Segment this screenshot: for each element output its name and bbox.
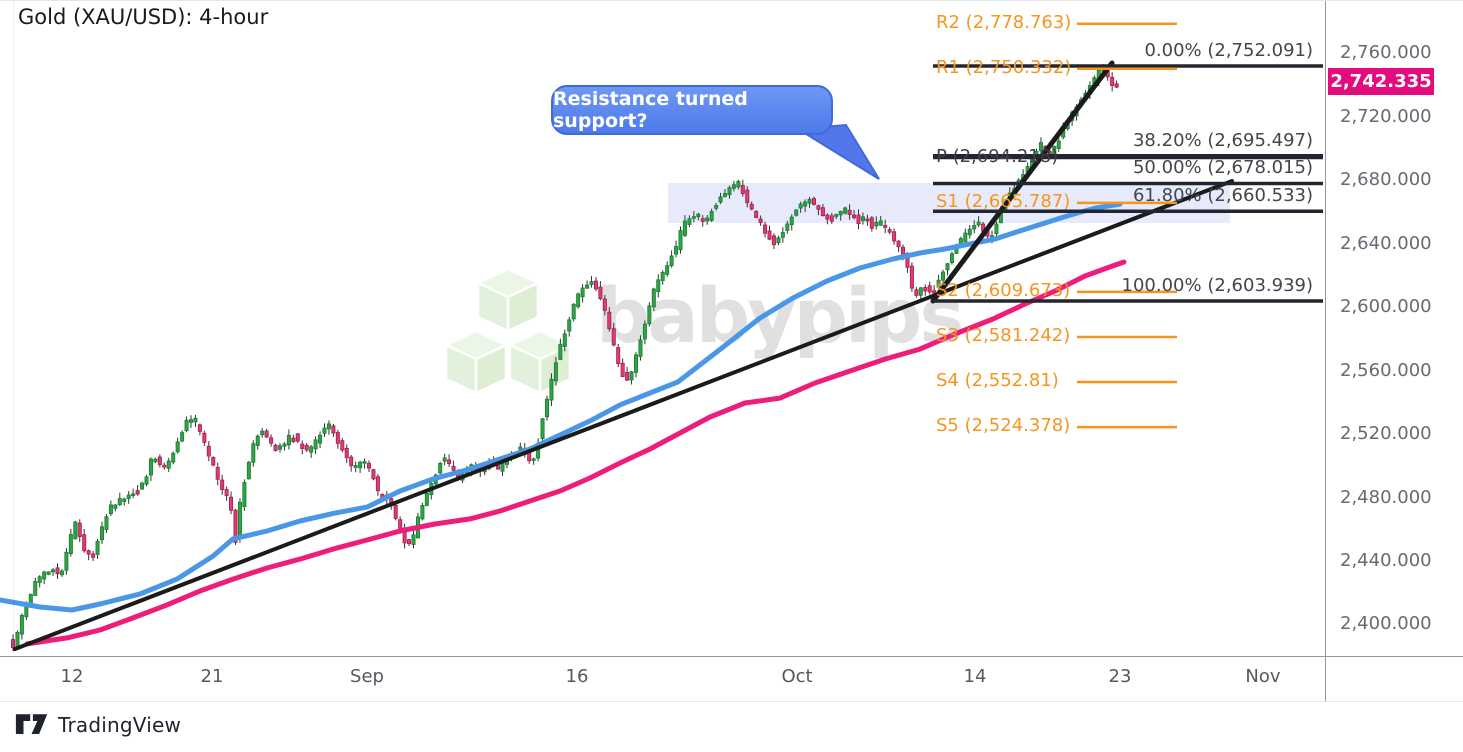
tradingview-attribution[interactable]: TradingView [15,709,181,741]
last-price-value: 2,742.335 [1330,71,1432,92]
tradingview-icon [15,714,48,734]
widget-border [0,701,1463,702]
slow-moving-average-line[interactable] [24,259,1127,647]
callout-annotation[interactable]: Resistance turned support? [551,85,833,135]
page-title: Gold (XAU/USD): 4-hour [18,5,269,29]
price-chart[interactable] [0,1,1463,701]
price-axis-line[interactable] [1325,1,1326,701]
candle-wicks [12,64,1118,651]
chart-canvas[interactable]: babypips R2 (2,778.763) R1 (2,750.332) P (… [0,1,1463,702]
fast-moving-average-line[interactable] [0,201,1123,613]
callout-text: Resistance turned support? [553,88,748,132]
tradingview-label: TradingView [58,713,182,737]
last-price-badge: 2,742.335 [1328,68,1434,95]
time-axis-line[interactable] [0,656,1463,657]
rising-support-trendline[interactable] [13,178,1234,651]
gridline [13,1,14,656]
